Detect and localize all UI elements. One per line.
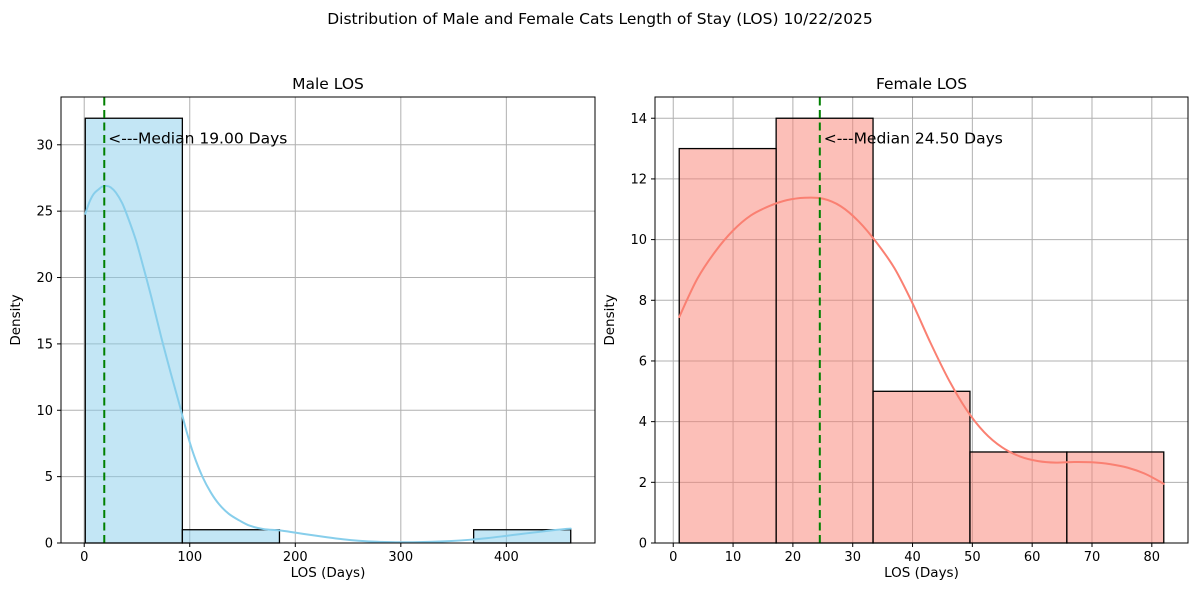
histogram-bar <box>775 117 874 544</box>
x-tick-label: 40 <box>904 550 921 565</box>
male-los-subplot: <---Median 19.00 Days 0 100 200 300 400 0 5 10 15… <box>8 75 596 581</box>
y-tick-label: 10 <box>630 233 647 248</box>
x-tick-label: 20 <box>785 550 802 565</box>
x-tick-label: 300 <box>388 550 413 565</box>
y-tick-label: 20 <box>36 271 53 286</box>
y-tick-label: 6 <box>639 355 647 370</box>
x-tick-label: 50 <box>964 550 981 565</box>
y-axis-label: Density <box>602 294 618 345</box>
y-tick-label: 2 <box>639 476 647 491</box>
histogram-bar <box>1066 451 1165 544</box>
x-tick-label: 60 <box>1024 550 1041 565</box>
median-annotation: <---Median 19.00 Days <box>108 130 287 148</box>
kde-curve <box>678 196 1165 485</box>
y-tick-label: 4 <box>639 415 647 430</box>
x-tick-label: 70 <box>1084 550 1101 565</box>
x-tick-label: 400 <box>494 550 519 565</box>
y-tick-label: 14 <box>630 112 647 127</box>
y-tick-label: 0 <box>639 537 647 552</box>
y-tick-label: 15 <box>36 337 53 352</box>
x-axis-label: LOS (Days) <box>291 565 366 581</box>
kde-curve <box>84 184 572 544</box>
y-tick-label: 5 <box>45 470 53 485</box>
y-tick-label: 12 <box>630 172 647 187</box>
plot-border <box>654 96 1189 544</box>
figure-suptitle: Distribution of Male and Female Cats Len… <box>327 10 873 28</box>
y-tick-label: 0 <box>45 537 53 552</box>
histogram-bar <box>678 147 777 544</box>
histogram-bar <box>84 117 184 544</box>
x-axis-label: LOS (Days) <box>884 565 959 581</box>
histogram-bar <box>181 529 281 544</box>
x-tick-label: 0 <box>80 550 88 565</box>
female-los-subplot: <---Median 24.50 Days 0 10 20 30 40 50 60 70 80 0 2… <box>602 75 1189 581</box>
x-tick-label: 0 <box>669 550 677 565</box>
median-annotation: <---Median 24.50 Days <box>824 129 1003 147</box>
histogram-bar <box>872 390 971 544</box>
histogram-bar <box>472 529 572 544</box>
y-tick-label: 8 <box>639 294 647 309</box>
x-tick-label: 30 <box>844 550 861 565</box>
y-tick-label: 30 <box>36 138 53 153</box>
x-tick-label: 10 <box>725 550 742 565</box>
plot-title: Female LOS <box>876 75 967 93</box>
x-tick-label: 80 <box>1144 550 1161 565</box>
plot-title: Male LOS <box>292 75 364 93</box>
x-tick-label: 100 <box>177 550 202 565</box>
x-tick-label: 200 <box>283 550 308 565</box>
y-tick-label: 25 <box>36 205 53 220</box>
y-tick-label: 10 <box>36 404 53 419</box>
plot-border <box>60 96 596 544</box>
histogram-bar <box>969 451 1068 544</box>
y-axis-label: Density <box>8 294 24 345</box>
